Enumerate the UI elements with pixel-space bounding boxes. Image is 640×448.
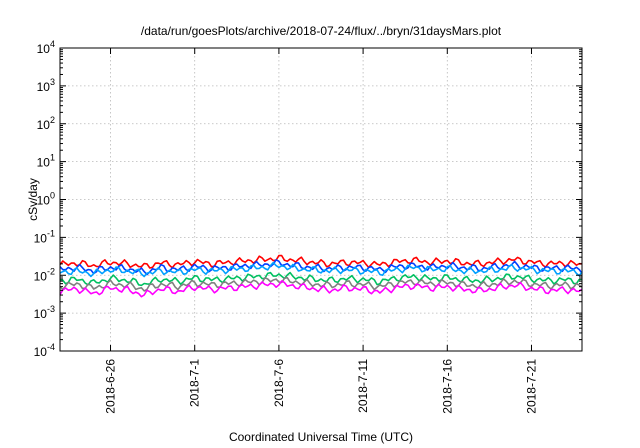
y-tick-label: 100	[37, 191, 55, 208]
series-line	[59, 254, 583, 269]
x-tick-label: 2018-7-11	[356, 359, 370, 413]
series-line	[59, 276, 583, 292]
y-tick-label: 10-3	[34, 304, 55, 321]
series-group	[59, 254, 583, 298]
x-tick-labels: 2018-6-26 2018-7-1 2018-7-6 2018-7-11 2018-7…	[104, 359, 539, 414]
y-axis-label: cSv/day	[26, 178, 40, 221]
y-tick-base: 10	[37, 80, 51, 94]
y-tick-exponent: 1	[50, 153, 55, 163]
y-tick-base: 10	[37, 156, 51, 170]
y-tick-label: 104	[37, 39, 55, 56]
y-tick-exponent: -2	[47, 266, 55, 276]
series-line	[59, 271, 583, 287]
y-tick-exponent: 0	[50, 191, 55, 201]
y-tick-label: 101	[37, 153, 55, 170]
grid-lines	[60, 48, 582, 351]
y-tick-label: 102	[37, 115, 55, 132]
y-tick-base: 10	[34, 231, 48, 245]
y-tick-base: 10	[37, 118, 51, 132]
x-tick-label: 2018-7-16	[440, 359, 454, 414]
x-tick-label: 2018-6-26	[104, 359, 118, 414]
y-tick-base: 10	[34, 307, 48, 321]
y-tick-base: 10	[34, 345, 48, 359]
y-tick-label: 10-2	[34, 266, 55, 283]
y-tick-exponent: -3	[47, 304, 55, 314]
y-tick-label: 103	[37, 77, 55, 94]
x-tick-label: 2018-7-1	[188, 359, 202, 407]
y-tick-exponent: -4	[47, 342, 55, 352]
y-tick-base: 10	[37, 42, 51, 56]
chart-title: /data/run/goesPlots/archive/2018-07-24/f…	[141, 24, 502, 38]
y-tick-base: 10	[37, 194, 51, 208]
y-tick-label: 10-4	[34, 342, 55, 359]
y-tick-exponent: 3	[50, 77, 55, 87]
y-tick-exponent: 2	[50, 115, 55, 125]
y-tick-base: 10	[34, 269, 48, 283]
x-axis-label: Coordinated Universal Time (UTC)	[229, 430, 413, 444]
series-line	[59, 280, 583, 298]
series-line	[59, 258, 583, 276]
series-line	[59, 261, 583, 278]
x-tick-label: 2018-7-6	[272, 359, 286, 407]
y-tick-exponent: 4	[50, 39, 55, 49]
y-tick-label: 10-1	[34, 228, 55, 245]
y-tick-exponent: -1	[47, 228, 55, 238]
x-tick-label: 2018-7-21	[524, 359, 538, 414]
axis-ticks	[60, 47, 582, 352]
